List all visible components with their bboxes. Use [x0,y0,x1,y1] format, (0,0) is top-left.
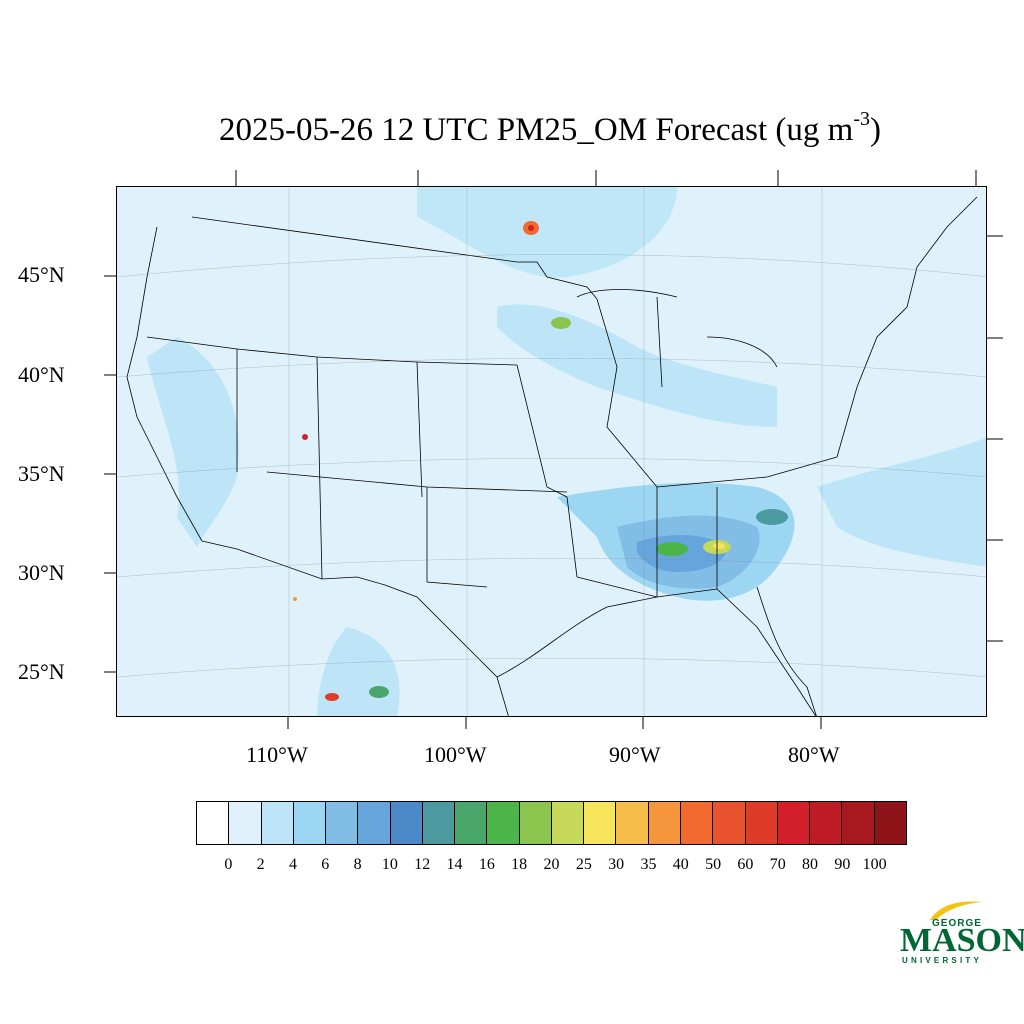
canada-fire-core [528,225,534,231]
colorbar-cell [422,802,456,844]
colorbar-label: 12 [414,856,431,873]
colorbar-label: 100 [862,856,887,873]
title-text: 2025-05-26 12 UTC PM25_OM Forecast (ug m [219,112,854,148]
colorbar-cell [745,802,778,844]
utah-fire-hotspot [302,434,308,440]
colorbar-cell [648,802,681,844]
colorbar-label: 40 [672,856,689,873]
lat-label-30n: 30°N [18,560,65,585]
colorbar-label: 60 [737,856,754,873]
colorbar-label: 2 [256,856,265,873]
carolina-hotspot [756,509,788,525]
logo-line-mason: MASON [900,922,1024,959]
colorbar-cell [390,802,423,844]
colorbar-cell [261,802,294,844]
colorbar [196,801,907,845]
boundary-lines [126,196,978,716]
colorbar-label: 14 [446,856,463,873]
colorbar-labels: 0 2 4 6 8 10 12 14 16 18 20 25 30 35 40 50 60 70 80 90 100 [196,856,907,876]
lon-label-110w: 110°W [246,742,308,767]
colorbar-label: 80 [802,856,819,873]
lat-label-40n: 40°N [18,362,65,387]
mexico-fire-1 [325,693,339,701]
colorbar-cell [810,802,843,844]
colorbar-label: 35 [640,856,657,873]
colorbar-label: 10 [381,856,398,873]
colorbar-label: 6 [321,856,330,873]
colorbar-label: 90 [834,856,851,873]
colorbar-label: 0 [224,856,233,873]
title-closing: ) [869,112,881,148]
colorbar-cell [229,802,262,844]
colorbar-label: 30 [608,856,625,873]
graticule [117,187,986,716]
colorbar-cell [842,802,875,844]
colorbar-cell [584,802,617,844]
colorbar-cell [777,802,811,844]
colorbar-cell [455,802,488,844]
southeast-hotspot-1 [656,542,688,556]
southeast-hotspot-core [713,543,725,549]
colorbar-label: 8 [353,856,362,873]
mexico-hotspot-2 [369,686,389,698]
colorbar-label: 70 [769,856,786,873]
colorbar-label: 18 [511,856,528,873]
map-title: 2025-05-26 12 UTC PM25_OM Forecast (ug m… [0,108,1024,149]
colorbar-cell [487,802,520,844]
colorbar-cell [358,802,391,844]
logo-swoosh-icon [930,901,982,920]
colorbar-label: 25 [575,856,592,873]
colorbar-cell [713,802,746,844]
california-plume [147,337,239,547]
logo-line-george: GEORGE [932,918,982,929]
lat-label-35n: 35°N [18,461,65,486]
colorbar-cell [616,802,649,844]
colorbar-cell [680,802,714,844]
atlantic-plume [817,437,986,567]
colorbar-cell [874,802,906,844]
lon-label-90w: 90°W [609,742,661,767]
colorbar-label: 4 [288,856,297,873]
colorbar-cell [197,802,230,844]
arizona-fire-hotspot [293,597,297,601]
gmu-logo: GEORGE MASON UNIVERSITY [896,898,1024,968]
forecast-map [116,186,987,717]
lon-label-80w: 80°W [788,742,840,767]
colorbar-label: 16 [478,856,495,873]
colorbar-label: 50 [705,856,722,873]
colorbar-cell [519,802,552,844]
midwest-plume [497,304,777,427]
colorbar-cell [293,802,327,844]
lon-label-100w: 100°W [424,742,487,767]
colorbar-cell [551,802,585,844]
wisconsin-hotspot [551,317,571,329]
lat-label-25n: 25°N [18,659,65,684]
title-superscript: -3 [853,108,870,130]
logo-line-university: UNIVERSITY [902,956,983,965]
lat-label-45n: 45°N [18,262,65,287]
colorbar-label: 20 [543,856,560,873]
map-canvas [117,187,986,716]
colorbar-cell [326,802,359,844]
